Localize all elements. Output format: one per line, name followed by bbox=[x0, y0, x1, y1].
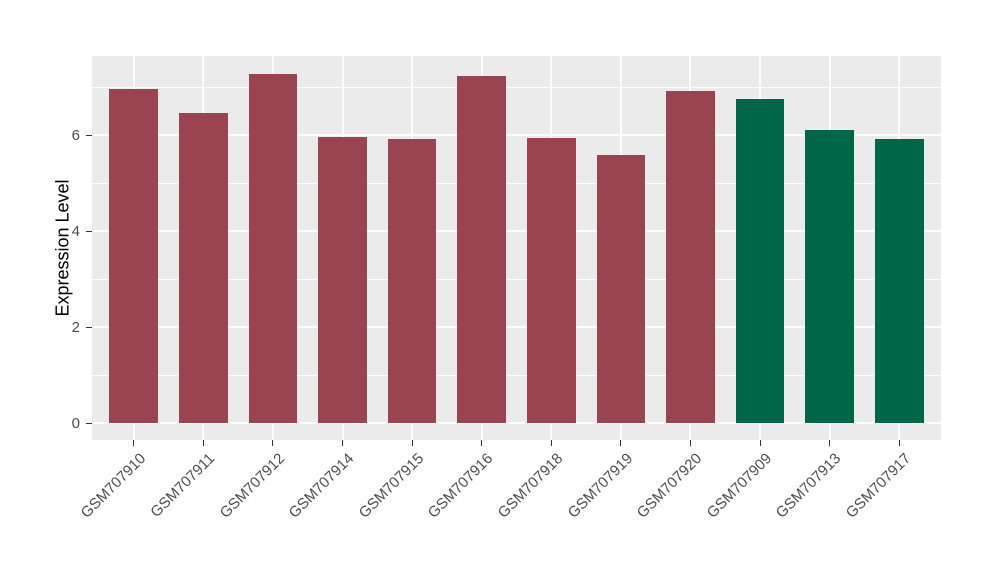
x-tick-label-GSM707910: GSM707910 bbox=[77, 450, 149, 522]
bar-GSM707917 bbox=[874, 138, 924, 423]
y-axis-title-text: Expression Level bbox=[52, 179, 73, 317]
minor-gridline-y-7 bbox=[92, 86, 941, 88]
x-tick-label-GSM707916: GSM707916 bbox=[425, 450, 497, 522]
x-tick-label-GSM707911: GSM707911 bbox=[147, 450, 219, 521]
x-tick-mark-GSM707912 bbox=[272, 440, 274, 446]
y-tick-label-4: 4 bbox=[71, 222, 80, 240]
y-tick-mark-6 bbox=[86, 134, 92, 136]
x-tick-mark-GSM707909 bbox=[759, 440, 761, 446]
x-tick-label-GSM707914: GSM707914 bbox=[285, 450, 358, 522]
y-tick-label-0: 0 bbox=[71, 414, 80, 432]
bar-GSM707918 bbox=[526, 137, 576, 423]
x-tick-label-GSM707918: GSM707918 bbox=[494, 450, 567, 522]
x-tick-label-GSM707920: GSM707920 bbox=[633, 450, 706, 522]
bar-GSM707914 bbox=[318, 136, 367, 423]
bar-GSM707920 bbox=[666, 90, 715, 423]
bar-GSM707913 bbox=[805, 130, 854, 423]
bar-GSM707911 bbox=[178, 112, 228, 423]
bar-GSM707909 bbox=[735, 99, 785, 423]
major-gridline-y-2 bbox=[92, 326, 941, 328]
major-gridline-y-0 bbox=[92, 422, 941, 424]
major-gridline-y-4 bbox=[92, 230, 941, 232]
x-tick-label-GSM707919: GSM707919 bbox=[564, 450, 636, 522]
x-tick-label-GSM707912: GSM707912 bbox=[216, 450, 288, 522]
x-tick-mark-GSM707916 bbox=[481, 440, 483, 446]
bar-GSM707912 bbox=[248, 74, 298, 423]
x-tick-mark-GSM707913 bbox=[829, 440, 831, 446]
x-tick-label-GSM707917: GSM707917 bbox=[842, 450, 915, 522]
y-tick-mark-0 bbox=[86, 422, 92, 424]
y-tick-mark-4 bbox=[86, 230, 92, 232]
x-tick-mark-GSM707914 bbox=[342, 440, 344, 446]
x-tick-mark-GSM707918 bbox=[550, 440, 552, 446]
y-tick-label-6: 6 bbox=[71, 126, 80, 144]
x-tick-mark-GSM707917 bbox=[898, 440, 900, 446]
x-tick-label-GSM707909: GSM707909 bbox=[703, 450, 776, 522]
x-tick-mark-GSM707919 bbox=[620, 440, 622, 446]
bar-GSM707919 bbox=[596, 155, 646, 423]
minor-gridline-y-1 bbox=[92, 374, 941, 376]
x-tick-mark-GSM707910 bbox=[133, 440, 135, 446]
bar-GSM707916 bbox=[457, 75, 507, 423]
minor-gridline-y-5 bbox=[92, 182, 941, 184]
bar-GSM707915 bbox=[387, 138, 437, 423]
x-tick-mark-GSM707915 bbox=[411, 440, 413, 446]
y-tick-label-2: 2 bbox=[71, 318, 80, 336]
plot-panel bbox=[92, 56, 941, 440]
bar-GSM707910 bbox=[109, 88, 159, 423]
x-tick-mark-GSM707920 bbox=[689, 440, 691, 446]
x-tick-label-GSM707913: GSM707913 bbox=[773, 450, 845, 522]
x-tick-mark-GSM707911 bbox=[202, 440, 204, 446]
x-tick-label-GSM707915: GSM707915 bbox=[355, 450, 428, 522]
major-gridline-y-6 bbox=[92, 134, 941, 136]
minor-gridline-y-3 bbox=[92, 278, 941, 280]
y-tick-mark-2 bbox=[86, 326, 92, 328]
